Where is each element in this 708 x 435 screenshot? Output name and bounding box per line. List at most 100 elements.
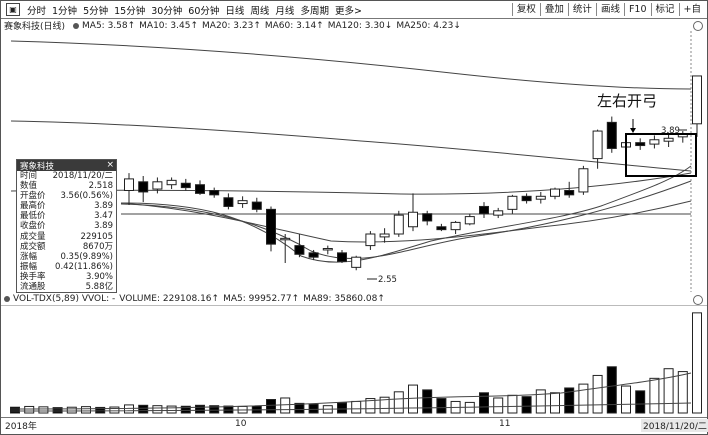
info-row-value: 229105 [80,231,113,242]
info-row-label: 涨幅 [20,251,38,262]
candle-body-down [436,226,447,231]
info-row-value: 2.518 [88,181,113,192]
ma20-line [120,200,692,243]
info-row: 开盘价 3.56(0.56%) [17,191,116,201]
volume-bar [592,374,603,414]
tab-period-monthly[interactable]: 月线 [275,5,295,17]
candle-body-up [592,130,603,160]
vol-ma89-value: MA89: 35860.08↑ [303,294,385,304]
candle [322,245,333,255]
info-row-value: 0.42(11.86%) [55,261,113,272]
tab-period-weekly[interactable]: 周线 [250,5,270,17]
candle [450,220,461,234]
volume-bar [436,398,447,414]
candle [564,181,575,198]
candle [308,249,319,261]
candle [493,207,504,219]
candle-body-down [180,182,191,189]
candle [223,193,234,210]
info-row-value: 3.89 [94,221,113,232]
tab-period-multi[interactable]: 多周期 [300,5,329,17]
indicator-dot-icon[interactable] [73,22,80,29]
overlay-button[interactable]: 叠加 [539,3,568,16]
tab-period-daily[interactable]: 日线 [225,5,245,17]
stats-button[interactable]: 统计 [567,3,596,16]
candle [351,255,362,271]
candle [209,187,220,198]
low-price-label: 2.55 [378,275,397,285]
tab-period-15min[interactable]: 15分钟 [114,5,146,17]
info-panel-header[interactable]: 赛象科技 × [17,160,116,172]
tab-period-fenshi[interactable]: 分时 [27,5,47,17]
info-row-label: 数值 [20,181,38,192]
tab-period-30min[interactable]: 30分钟 [151,5,183,17]
volume-bar [379,396,390,414]
info-row: 成交量 229105 [17,232,116,242]
candle [436,223,447,232]
candle [692,75,702,137]
candle-body-down [308,252,319,258]
candle [138,176,149,203]
info-row-value: 0.35(9.89%) [60,251,113,262]
candle [337,249,347,263]
candle-body-down [266,208,276,245]
indicator-dot-icon[interactable] [4,296,10,302]
info-row-value: 3.89 [94,201,113,212]
candle-body-down [251,201,262,210]
volume-indicator-title: VOL-TDX(5,89) VVOL: - [13,294,116,304]
volume-bar [408,384,418,414]
volume-bar [621,385,631,414]
info-panel[interactable]: 赛象科技 × 时间 2018/11/20/二 数值 2.518 开盘价 3.56(0.56… [16,159,117,293]
info-row: 流通股 5.88亿 [17,282,116,292]
candle-body-down [479,205,489,215]
tab-period-60min[interactable]: 60分钟 [188,5,220,17]
candlestick-chart: 3.89 2.55 [10,31,702,292]
tab-period-1min[interactable]: 1分钟 [52,5,78,17]
highlight-box [625,133,697,177]
info-row-label: 最高价 [20,201,46,212]
candle-body-down [195,184,205,194]
draw-button[interactable]: 画线 [595,3,624,16]
volume-bar [109,406,120,414]
candle [479,202,489,219]
candle-body-up [365,233,376,247]
annotation-label: 左右开弓 [597,92,658,110]
mark-button[interactable]: 标记 [650,3,679,16]
tab-period-5min[interactable]: 5分钟 [83,5,109,17]
volume-bar [464,401,475,414]
candle-body-up [535,195,546,200]
f10-button[interactable]: F10 [623,3,651,16]
info-row: 振幅 0.42(11.86%) [17,262,116,272]
info-row-value: 3.47 [94,211,113,222]
info-row-value: 3.56(0.56%) [60,191,113,202]
period-toolbar: ▣ 分时 1分钟 5分钟 15分钟 30分钟 60分钟 日线 周线 月线 多周期… [1,1,707,19]
candle-body-up [408,211,418,228]
vol-ma89-line [10,402,692,412]
close-icon[interactable]: × [106,160,114,170]
candle-body-up [124,178,134,191]
volume-bar [280,397,291,414]
candle-body-up [393,214,404,235]
tab-period-more[interactable]: 更多> [334,5,362,17]
x-axis: 2018年 10 11 2018/11/20/二 [1,417,708,433]
volume-bar [38,406,49,414]
ma120-value: MA120: 3.30↓ [327,20,393,31]
symbol-menu-icon[interactable]: ▣ [6,3,20,16]
settings-gear-icon[interactable] [693,21,703,31]
adjust-button[interactable]: 复权 [511,3,540,16]
volume-bars [10,312,702,414]
volume-bar [507,394,518,414]
candle [592,129,603,169]
candle [180,178,191,191]
info-row: 换手率 3.90% [17,272,116,282]
info-row-label: 换手率 [20,271,46,282]
candle-body-up [166,179,177,186]
settings-gear-icon[interactable] [693,295,703,305]
x-axis-current-date: 2018/11/20/二 [641,419,708,432]
vol-ma-line [10,372,692,410]
info-row-label: 开盘价 [20,191,46,202]
add-watchlist-button[interactable]: +自 [678,3,705,16]
candle [464,213,475,226]
volume-value: VOLUME: 229108.16↑ [119,294,220,304]
